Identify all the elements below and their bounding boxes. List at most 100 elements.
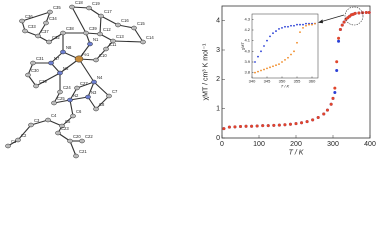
plot-frame bbox=[251, 13, 319, 79]
atom-label: C31 bbox=[36, 56, 44, 61]
atom-label: C4 bbox=[51, 113, 57, 118]
atom-label: C23 bbox=[61, 126, 69, 131]
data-point bbox=[314, 22, 316, 25]
atom-label: C19 bbox=[92, 1, 100, 6]
data-point bbox=[299, 23, 301, 26]
atom bbox=[28, 122, 34, 128]
atom-label: C34 bbox=[49, 16, 57, 21]
data-point bbox=[281, 61, 283, 63]
data-point bbox=[300, 121, 304, 125]
y-tick-label: 4 bbox=[216, 18, 220, 25]
atom bbox=[79, 138, 85, 144]
data-point bbox=[284, 58, 286, 61]
y-tick-label: 4.3 bbox=[244, 16, 250, 21]
data-point bbox=[257, 55, 259, 58]
atom bbox=[35, 33, 41, 39]
data-point bbox=[296, 41, 298, 44]
data-point bbox=[255, 124, 259, 128]
atom-label: C30 bbox=[31, 68, 39, 73]
atom bbox=[60, 49, 66, 55]
atom bbox=[98, 13, 104, 19]
atom-label: C8 bbox=[99, 102, 105, 107]
data-point bbox=[260, 50, 262, 53]
atom-label: C35 bbox=[53, 5, 61, 10]
data-point bbox=[290, 24, 292, 27]
arrow-line bbox=[319, 14, 345, 23]
y-tick-label: 1 bbox=[216, 106, 220, 113]
atom bbox=[60, 30, 66, 36]
y-tick-label: 0 bbox=[216, 135, 220, 142]
atom bbox=[115, 22, 121, 28]
data-point bbox=[277, 123, 281, 127]
x-tick-label: 100 bbox=[253, 141, 265, 148]
atom bbox=[93, 106, 99, 112]
atom-label: C20 bbox=[73, 134, 81, 139]
atom-label: C16 bbox=[121, 18, 129, 23]
atom bbox=[43, 20, 49, 26]
atom bbox=[73, 153, 79, 159]
atom-label: N7 bbox=[54, 56, 60, 61]
data-point bbox=[333, 86, 337, 90]
data-point bbox=[266, 39, 268, 42]
data-point bbox=[353, 11, 357, 15]
data-point bbox=[294, 122, 298, 126]
atom bbox=[69, 4, 75, 10]
atom-label: C22 bbox=[85, 134, 93, 139]
data-point bbox=[272, 32, 274, 35]
bond bbox=[93, 81, 110, 97]
atom bbox=[86, 5, 92, 11]
atom bbox=[55, 130, 61, 136]
data-point bbox=[337, 36, 341, 40]
atom-label: C32 bbox=[52, 35, 60, 40]
y-tick-label: 4.2 bbox=[244, 27, 250, 32]
data-point bbox=[340, 23, 344, 27]
data-point bbox=[296, 23, 298, 26]
bond bbox=[69, 96, 89, 101]
x-tick-label: 350 bbox=[279, 79, 286, 84]
x-tick-label: 200 bbox=[290, 141, 302, 148]
bond bbox=[99, 15, 102, 35]
atom-label: C7 bbox=[112, 89, 118, 94]
data-point bbox=[250, 124, 254, 128]
data-point bbox=[335, 60, 339, 64]
data-point bbox=[275, 30, 277, 32]
data-point bbox=[269, 66, 271, 69]
atom-label: C27 bbox=[80, 81, 88, 86]
atom-label: C2 bbox=[21, 133, 27, 138]
atom bbox=[46, 39, 52, 45]
atom-label: C25 bbox=[57, 96, 65, 101]
atom-label: C6 bbox=[76, 109, 82, 114]
data-point bbox=[364, 10, 368, 14]
atom-label: C36 bbox=[25, 14, 33, 19]
atom-label: C11 bbox=[109, 42, 117, 47]
data-point bbox=[272, 65, 274, 68]
x-tick-label: 400 bbox=[364, 141, 376, 148]
atom bbox=[67, 138, 73, 144]
bond bbox=[35, 72, 61, 87]
bond bbox=[78, 58, 95, 83]
atom-label: C13 bbox=[116, 34, 124, 39]
atom bbox=[57, 70, 63, 76]
atom-label: N2 bbox=[73, 93, 79, 98]
y-tick-label: 3.9 bbox=[244, 59, 250, 64]
data-point bbox=[325, 108, 329, 112]
data-point bbox=[287, 25, 289, 28]
bond bbox=[50, 51, 64, 64]
bond bbox=[21, 11, 51, 22]
atom-label: N1 bbox=[93, 37, 99, 42]
data-point bbox=[305, 22, 307, 25]
atom bbox=[51, 100, 57, 106]
data-point bbox=[263, 68, 265, 71]
atom-label: C21 bbox=[79, 149, 87, 154]
data-point bbox=[275, 64, 277, 67]
bond bbox=[76, 81, 95, 89]
atom bbox=[30, 60, 36, 66]
atom bbox=[87, 41, 93, 47]
atom bbox=[103, 46, 109, 52]
bond bbox=[30, 119, 49, 126]
plots: 0 100 200 300 400 0 1 2 3 4 T / K χMT / cm³ K mol⁻¹… bbox=[203, 5, 376, 157]
atom bbox=[93, 57, 99, 63]
atom bbox=[47, 9, 53, 15]
data-point bbox=[266, 124, 270, 128]
atom bbox=[91, 79, 97, 85]
